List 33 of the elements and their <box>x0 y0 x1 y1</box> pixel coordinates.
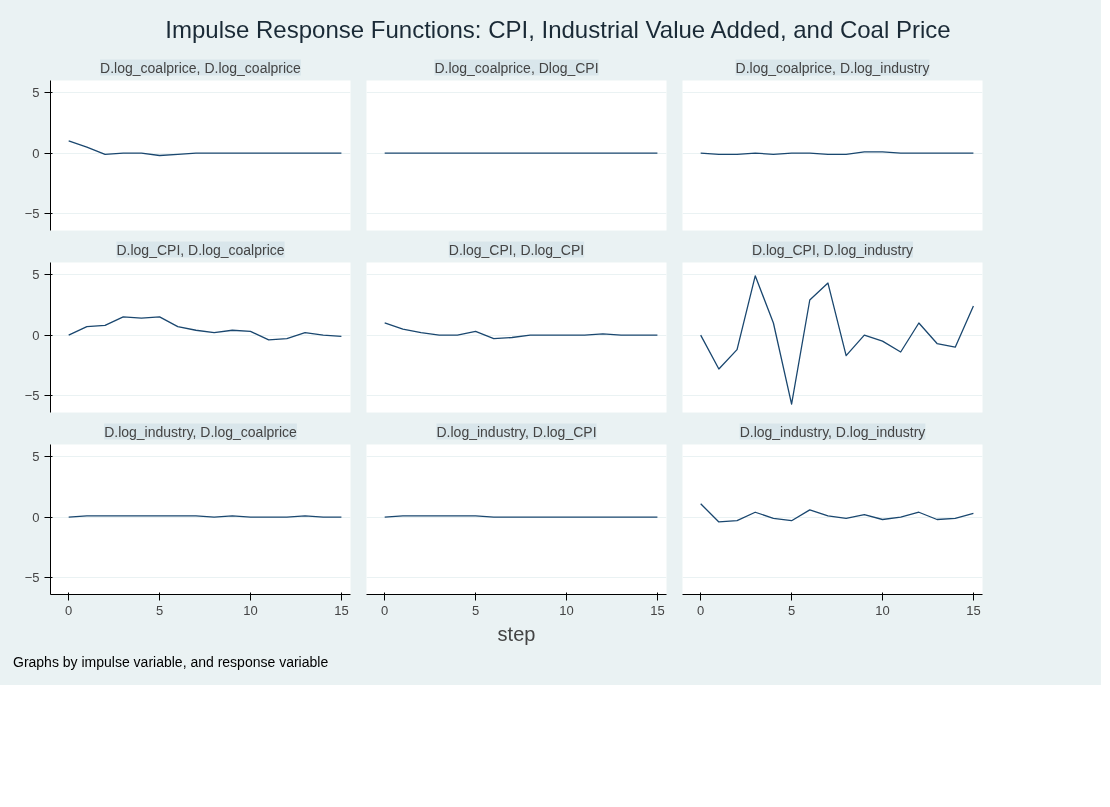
chart-title: D.log_coalprice, Dlog_CPI <box>434 59 599 76</box>
x-tick-label: 15 <box>966 602 981 618</box>
y-tick-label: −5 <box>24 206 40 222</box>
text: Graphs by impulse variable, and response variable <box>13 653 329 673</box>
chart-title: D.log_CPI, D.log_coalprice <box>116 241 285 258</box>
y-tick-label: 5 <box>32 85 40 101</box>
y-tick-label: −5 <box>24 570 40 586</box>
x-tick-label: 5 <box>787 602 796 618</box>
y-tick-label: 5 <box>32 267 40 283</box>
chart-title: D.log_coalprice, D.log_coalprice <box>100 59 302 76</box>
y-tick-label: 5 <box>32 449 40 465</box>
y-tick-label: 0 <box>32 145 40 161</box>
x-axis-title: step <box>497 622 536 645</box>
y-tick-label: 0 <box>32 509 40 525</box>
x-tick-label: 10 <box>875 602 890 618</box>
x-tick-label: 15 <box>334 602 349 618</box>
x-tick-label: 15 <box>650 602 665 618</box>
chart-title: D.log_CPI, D.log_industry <box>751 241 914 258</box>
y-tick-label: 0 <box>32 327 40 343</box>
text: Impulse Response Functions: CPI, Industrial Value Added, and Coal Price <box>165 15 951 45</box>
chart-title: D.log_industry, D.log_coalprice <box>104 423 298 440</box>
chart-title: D.log_industry, D.log_CPI <box>436 423 597 440</box>
x-tick-label: 10 <box>243 602 258 618</box>
chart-title: D.log_industry, D.log_industry <box>739 423 926 440</box>
y-tick-label: −5 <box>24 388 40 404</box>
x-tick-label: 10 <box>559 602 574 618</box>
x-tick-label: 5 <box>471 602 480 618</box>
x-tick-label: 5 <box>155 602 164 618</box>
x-tick-label: 0 <box>697 602 705 618</box>
x-tick-label: 0 <box>381 602 389 618</box>
x-tick-label: 0 <box>65 602 73 618</box>
chart-title: D.log_coalprice, D.log_industry <box>735 59 930 76</box>
chart-title: D.log_CPI, D.log_CPI <box>448 241 585 258</box>
